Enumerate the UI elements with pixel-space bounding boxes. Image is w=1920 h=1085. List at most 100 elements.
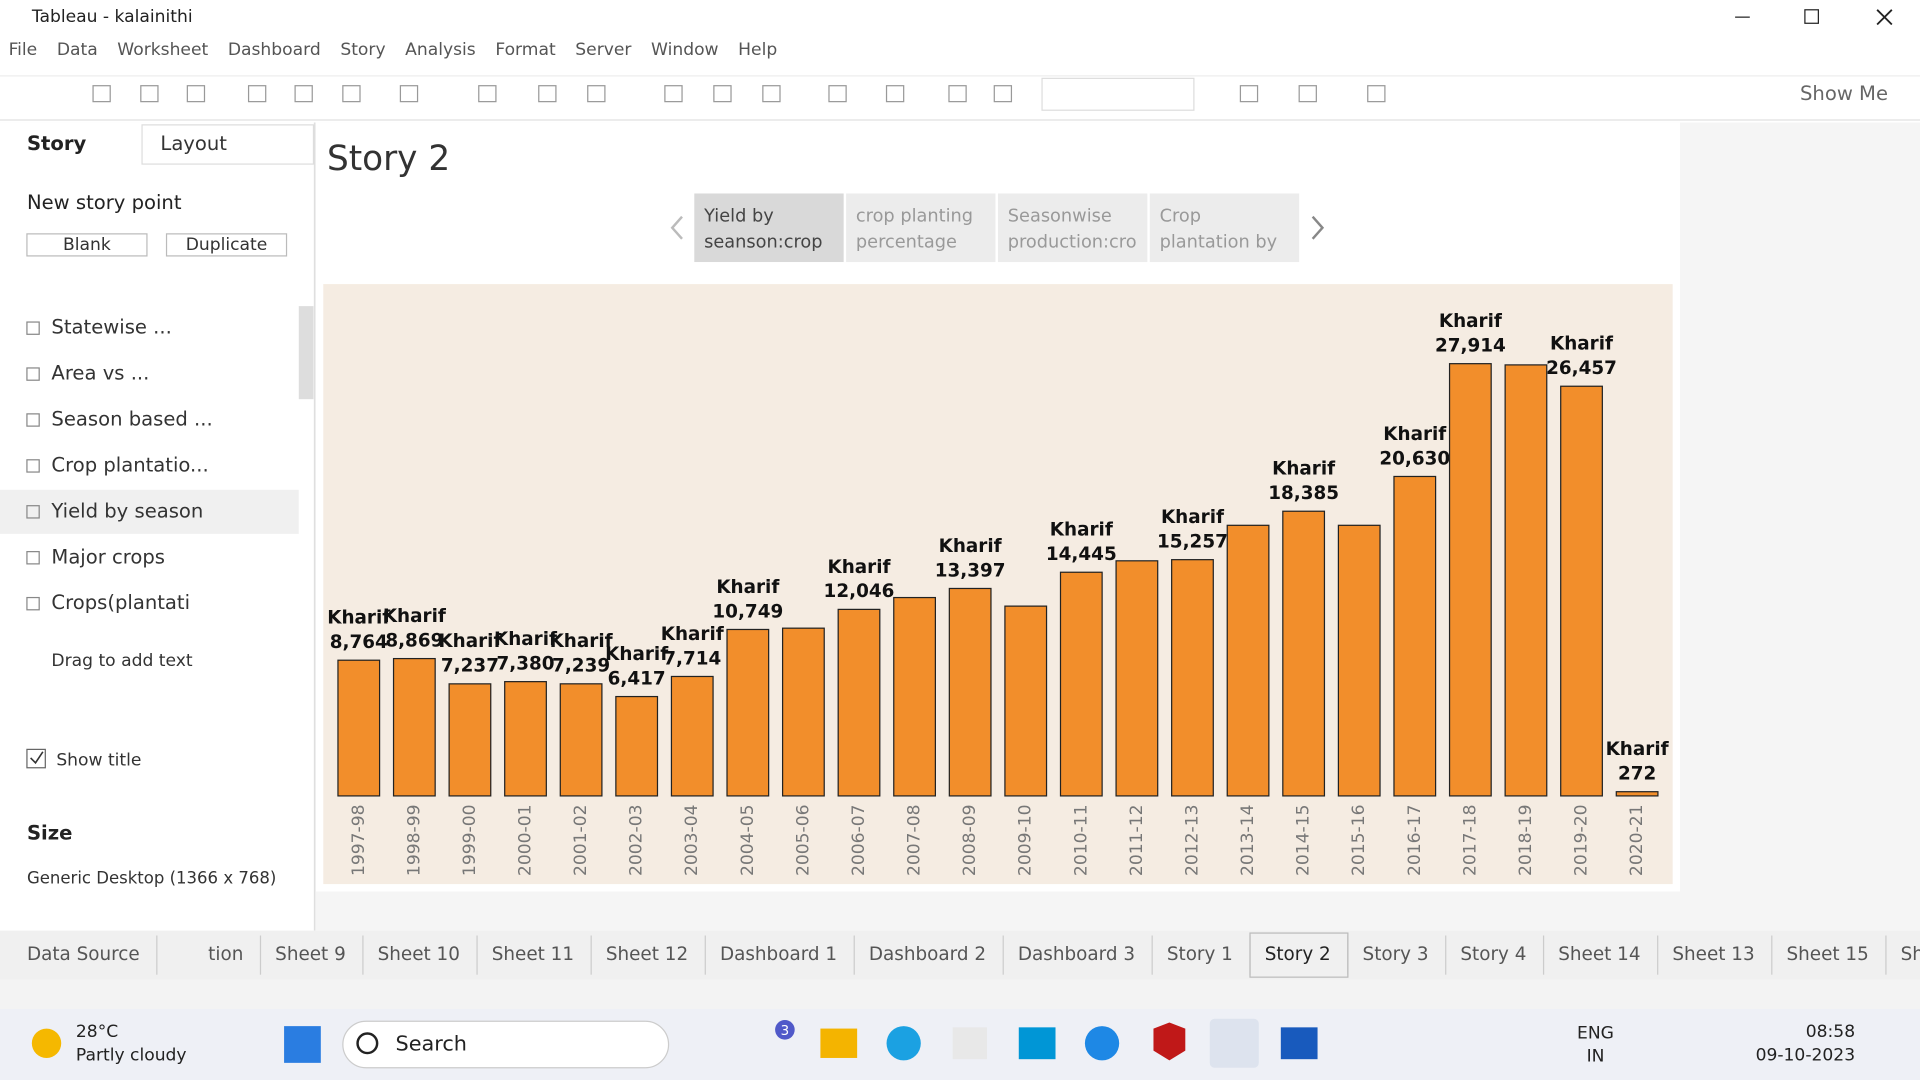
search-label[interactable]: Search	[396, 1031, 467, 1055]
menu-item[interactable]: Window	[651, 40, 719, 60]
toolbar-icon[interactable]	[186, 85, 206, 103]
sheet-tab[interactable]: Sheet 14	[1558, 944, 1640, 965]
story-point-label[interactable]: seanson:crop	[704, 232, 822, 252]
menu-item[interactable]: Help	[738, 40, 777, 60]
toolbar-icon[interactable]	[1239, 85, 1259, 103]
toolbar-icon[interactable]	[885, 85, 905, 103]
sheet-tab[interactable]: Dashboard 2	[869, 944, 986, 965]
mcafee-icon[interactable]	[1153, 1022, 1186, 1061]
menu-item[interactable]: Format	[495, 40, 556, 60]
menu-item[interactable]: Data	[57, 40, 98, 60]
next-arrow[interactable]	[1311, 215, 1325, 240]
story-point[interactable]	[846, 193, 996, 263]
panel-tab[interactable]: Story	[27, 132, 87, 155]
button-label[interactable]: Blank	[63, 235, 111, 255]
toolbar-icon[interactable]	[1298, 85, 1317, 103]
tab-bar	[0, 930, 1920, 980]
toolbar-icon[interactable]	[140, 85, 159, 103]
toolbar-icon[interactable]	[1367, 85, 1386, 103]
help-icon[interactable]	[1084, 1026, 1120, 1061]
weather: Partly cloudy	[76, 1046, 187, 1066]
scrollbar[interactable]	[298, 306, 314, 400]
sheet-tab[interactable]: Sheet 15	[1787, 944, 1869, 965]
sheet-tab[interactable]: Sheet 11	[492, 944, 574, 965]
sheet-tab[interactable]: Dashboard 1	[720, 944, 837, 965]
toolbar-icon[interactable]	[713, 85, 732, 103]
sheet-item[interactable]: Season based ...	[51, 408, 212, 431]
toolbar-icon[interactable]	[948, 85, 967, 103]
toolbar-icon[interactable]	[762, 85, 781, 103]
story-point-label[interactable]: Seasonwise	[1008, 207, 1112, 227]
sheet-tab[interactable]: Sheet 9	[275, 944, 346, 965]
toolbar-icon[interactable]	[92, 85, 111, 103]
sheet-tab[interactable]: Sheet 16	[1901, 944, 1920, 965]
sheet-tab[interactable]: tion	[208, 944, 243, 965]
size-dropdown[interactable]: Generic Desktop (1366 x 768)	[27, 869, 276, 888]
store-icon[interactable]	[952, 1027, 987, 1060]
menu-item[interactable]: Analysis	[405, 40, 476, 60]
word-icon[interactable]	[1280, 1027, 1318, 1060]
story-point-label[interactable]: plantation by	[1160, 232, 1278, 252]
toolbar-icon[interactable]	[993, 85, 1013, 103]
toolbar-icon[interactable]	[294, 85, 313, 103]
restore-icon[interactable]	[1804, 9, 1819, 24]
edge-icon[interactable]	[886, 1026, 921, 1061]
sheet-tab[interactable]: Dashboard 3	[1018, 944, 1135, 965]
toolbar-icon[interactable]	[478, 85, 497, 103]
toolbar-icon[interactable]	[399, 85, 419, 103]
sheet-tab[interactable]: Story 3	[1363, 944, 1429, 965]
search-box[interactable]	[342, 1020, 670, 1069]
button-label[interactable]: Duplicate	[186, 235, 268, 255]
active-story-point[interactable]	[694, 193, 844, 263]
menu-item[interactable]: Story	[340, 40, 385, 60]
story-point-label[interactable]: Crop	[1160, 207, 1201, 227]
bar	[1226, 524, 1270, 797]
sheet-tab[interactable]: Sheet 12	[606, 944, 688, 965]
close-icon[interactable]	[1876, 9, 1893, 26]
sheet-tab[interactable]: Sheet 10	[378, 944, 460, 965]
toolbar-icon[interactable]	[587, 85, 606, 103]
language[interactable]: ENG	[1577, 1023, 1614, 1043]
menu-item[interactable]: Worksheet	[117, 40, 208, 60]
start-button[interactable]	[284, 1026, 321, 1063]
clock-date[interactable]: 09-10-2023	[1756, 1046, 1856, 1066]
story-point-label[interactable]: Yield by	[703, 207, 774, 227]
blank-button[interactable]	[26, 233, 148, 257]
panel-tab[interactable]: Layout	[160, 132, 227, 155]
prev-arrow[interactable]	[670, 215, 683, 240]
sheet-item[interactable]: Statewise ...	[51, 316, 171, 339]
sheet-tab[interactable]: Story 2	[1265, 944, 1331, 965]
menu-item[interactable]: Server	[575, 40, 632, 60]
toolbar-icon[interactable]	[247, 85, 267, 103]
show-title[interactable]: Show title	[56, 750, 141, 770]
sheet-tab[interactable]: Story 1	[1167, 944, 1233, 965]
sheet-tab[interactable]: Story 4	[1460, 944, 1526, 965]
sheet-tab[interactable]: Data Source	[27, 944, 140, 965]
sheet-item[interactable]: Crops(plantati	[51, 591, 190, 614]
menu-item[interactable]: File	[9, 40, 38, 60]
toolbar-icon[interactable]	[664, 85, 683, 103]
duplicate-button[interactable]	[165, 233, 288, 257]
toolbar-icon[interactable]	[538, 85, 557, 103]
sheet-tab[interactable]: Sheet 13	[1672, 944, 1754, 965]
story-point-label[interactable]: percentage	[856, 232, 957, 252]
toolbar-icon[interactable]	[342, 85, 361, 103]
sheet-item[interactable]: Crop plantatio...	[51, 453, 208, 476]
hp-icon[interactable]	[1018, 1027, 1056, 1060]
toolbar-icon[interactable]	[828, 85, 847, 103]
story-point-label[interactable]: crop planting	[856, 207, 973, 227]
sheet-item[interactable]: Area vs ...	[51, 362, 149, 385]
clock-time[interactable]: 08:58	[1806, 1022, 1855, 1042]
folder-icon[interactable]	[820, 1028, 858, 1058]
toolbar-dropdown[interactable]	[1041, 77, 1195, 111]
data-label-series: Kharif	[327, 608, 391, 629]
menu-item[interactable]: Dashboard	[228, 40, 321, 60]
story-point-label[interactable]: production:cro	[1008, 232, 1137, 252]
region[interactable]: IN	[1587, 1047, 1605, 1067]
active-app	[1209, 1018, 1259, 1068]
show-me[interactable]: Show Me	[1800, 82, 1888, 105]
story-point[interactable]	[1149, 193, 1300, 263]
story-point[interactable]	[997, 193, 1148, 263]
sheet-item[interactable]: Major crops	[51, 545, 165, 568]
sheet-item[interactable]: Yield by season	[50, 499, 203, 522]
